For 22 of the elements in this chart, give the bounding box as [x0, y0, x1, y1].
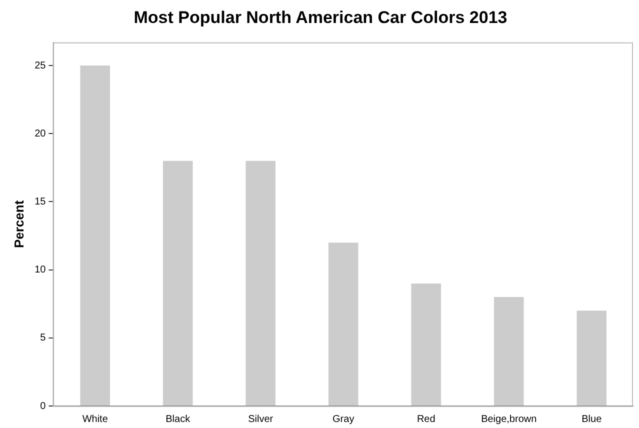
- y-axis-title: Percent: [11, 200, 26, 248]
- bar: [328, 242, 358, 406]
- y-tick-label: 5: [40, 332, 46, 344]
- bar: [576, 310, 607, 406]
- y-tick-label: 20: [34, 128, 46, 140]
- bar: [411, 283, 442, 406]
- x-tick-label: Gray: [332, 414, 354, 425]
- chart-title: Most Popular North American Car Colors 2013: [134, 8, 508, 27]
- x-tick-label: White: [82, 414, 108, 425]
- x-tick-label: Black: [166, 414, 192, 425]
- x-tick-label: Blue: [582, 414, 602, 425]
- y-tick-label: 10: [34, 264, 46, 276]
- y-tick-label: 25: [34, 60, 46, 72]
- x-tick-label: Silver: [248, 414, 274, 425]
- bar: [162, 160, 193, 406]
- bar: [80, 66, 110, 406]
- bar: [246, 160, 276, 406]
- y-tick-label: 15: [34, 196, 46, 208]
- y-tick-label: 0: [40, 400, 46, 412]
- x-tick-label: Red: [416, 414, 436, 425]
- x-tick-label: Beige,brown: [481, 414, 537, 425]
- bar: [494, 297, 524, 406]
